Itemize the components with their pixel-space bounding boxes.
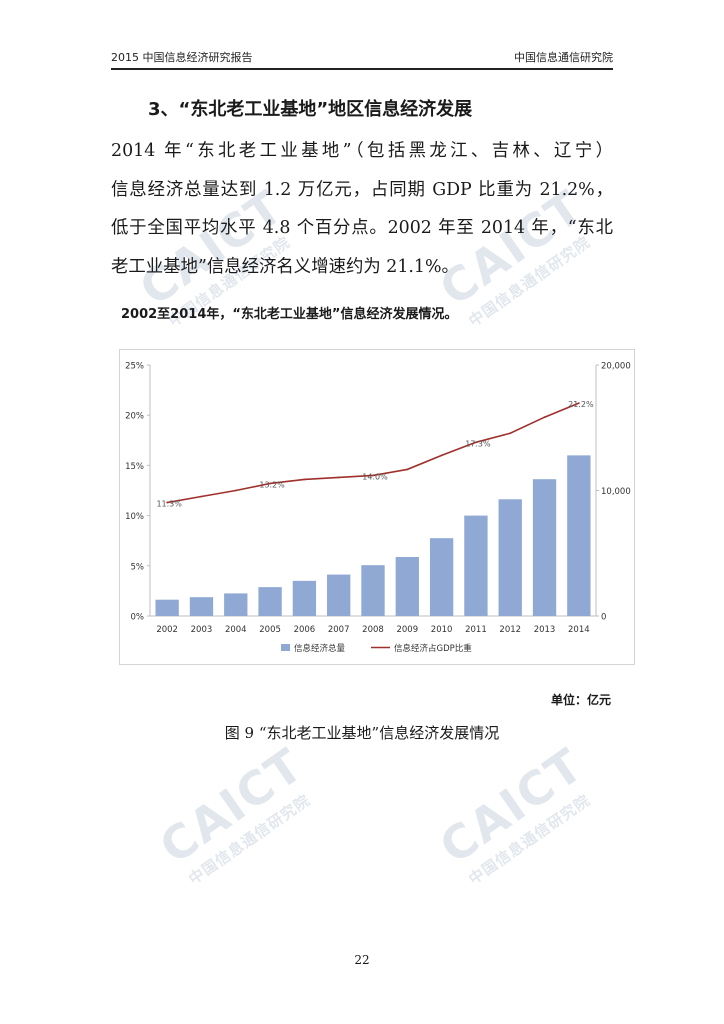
body-line: 老工业基地”信息经济名义增速约为 21.1%。	[111, 256, 459, 277]
legend-label: 信息经济占GDP比重	[394, 643, 472, 654]
x-tick-label: 2003	[191, 625, 213, 635]
line-point	[234, 489, 237, 492]
figure-caption: 图 9 “东北老工业基地”信息经济发展情况	[224, 724, 500, 742]
line-point	[509, 432, 512, 435]
x-tick-label: 2005	[259, 625, 281, 635]
data-label: 11.3%	[156, 500, 182, 509]
chart-frame: 0% 5% 10% 15% 20% 25% 0 10,000 20,000 2002 2003 200…	[119, 349, 635, 665]
bar	[292, 580, 317, 616]
data-label: 13.2%	[259, 480, 285, 489]
line-point	[440, 454, 443, 457]
line-point	[337, 476, 340, 479]
x-tick-label: 2012	[499, 625, 521, 635]
bar	[258, 587, 282, 616]
watermark-logo: CAICT 中国信息通信研究院	[430, 737, 605, 891]
bar	[361, 565, 385, 616]
combo-chart: 0% 5% 10% 15% 20% 25% 0 10,000 20,000 2002 2003 200…	[125, 362, 631, 655]
x-tick-label: 2008	[362, 625, 384, 635]
section-title: 3、“东北老工业基地”地区信息经济发展	[148, 99, 473, 120]
right-tick-label: 20,000	[601, 362, 631, 372]
line-point	[200, 495, 203, 498]
bar	[395, 557, 419, 616]
left-tick-label: 0%	[131, 613, 145, 623]
header-left-title: 2015 中国信息经济研究报告	[111, 51, 253, 64]
bar	[224, 593, 248, 616]
header-right-org: 中国信息通信研究院	[514, 51, 613, 64]
x-tick-label: 2006	[294, 625, 316, 635]
bar	[567, 455, 591, 616]
bar	[189, 597, 214, 616]
running-head: 2015 中国信息经济研究报告 中国信息通信研究院	[111, 49, 613, 67]
watermark-main: CAICT	[150, 737, 314, 875]
watermark-logo: CAICT 中国信息通信研究院	[150, 737, 325, 891]
body-paragraph: 2014 年“东北老工业基地”（包括黑龙江、吉林、辽宁） 信息经济总量达到 1.…	[111, 132, 613, 286]
bar	[498, 499, 522, 616]
unit-label: 单位：亿元	[551, 693, 612, 707]
bar	[429, 538, 454, 616]
x-tick-label: 2011	[465, 625, 487, 635]
right-tick-label: 10,000	[601, 487, 631, 497]
line-point	[577, 402, 580, 405]
bar	[155, 599, 179, 616]
data-label: 17.3%	[465, 439, 491, 448]
watermark-sub: 中国信息通信研究院	[465, 790, 594, 889]
x-tick-label: 2009	[396, 625, 418, 635]
x-tick-label: 2014	[568, 625, 590, 635]
left-tick-label: 20%	[125, 412, 144, 422]
left-tick-label: 10%	[125, 512, 144, 522]
left-tick-label: 25%	[125, 362, 144, 372]
line-point	[303, 478, 306, 481]
right-tick-label: 0	[601, 613, 606, 623]
chart-caption: 2002至2014年，“东北老工业基地”信息经济发展情况。	[121, 307, 458, 322]
watermark-main: CAICT	[430, 737, 594, 875]
page-number: 22	[354, 953, 370, 967]
x-tick-label: 2010	[431, 625, 453, 635]
line-point	[372, 474, 374, 477]
legend-label: 信息经济总量	[294, 643, 346, 654]
line-point	[475, 441, 477, 444]
x-tick-label: 2002	[156, 625, 178, 635]
line-point	[166, 501, 169, 504]
watermark-sub: 中国信息通信研究院	[185, 790, 314, 889]
x-tick-label: 2004	[225, 625, 247, 635]
header-rule	[111, 68, 613, 70]
line-point	[543, 416, 546, 419]
x-tick-label: 2013	[534, 625, 556, 635]
x-tick-label: 2007	[328, 625, 350, 635]
line-point	[269, 482, 271, 485]
data-label: 21.2%	[568, 400, 594, 409]
body-line: 信息经济总量达到 1.2 万亿元，占同期 GDP 比重为 21.2%，	[111, 179, 613, 200]
left-tick-label: 15%	[125, 462, 144, 472]
data-label: 14.0%	[362, 472, 388, 481]
line-series	[167, 402, 580, 504]
line-point	[406, 468, 409, 471]
bar	[327, 574, 351, 616]
legend-swatch-bar	[281, 644, 290, 651]
body-line: 低于全国平均水平 4.8 个百分点。2002 年至 2014 年，“东北	[111, 218, 613, 238]
body-line: 2014 年“东北老工业基地”（包括黑龙江、吉林、辽宁）	[111, 141, 613, 161]
bar	[532, 479, 557, 616]
left-tick-label: 5%	[131, 562, 145, 572]
bar	[464, 515, 488, 616]
